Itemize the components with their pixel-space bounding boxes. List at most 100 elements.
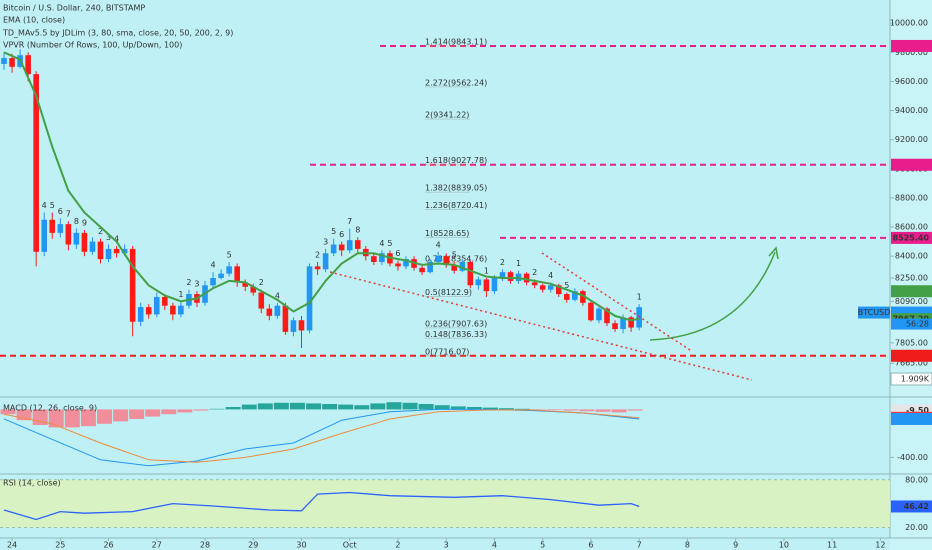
y-tick-label: 9200.00 <box>895 135 928 144</box>
candle-body <box>290 320 297 332</box>
td-count: 9 <box>82 218 87 227</box>
volume-badge <box>890 372 932 386</box>
td-count: 2 <box>186 278 191 287</box>
x-tick-label: 12 <box>875 541 885 550</box>
candle-body <box>588 302 594 321</box>
signal-line <box>3 409 640 463</box>
price-badge <box>891 39 932 52</box>
candle-body <box>555 285 562 295</box>
x-tick-label: 4 <box>492 541 497 550</box>
candle-body <box>1 58 7 64</box>
candle-body <box>314 266 321 270</box>
td-count: 2 <box>259 278 264 287</box>
candle-body <box>322 253 329 270</box>
fib-label: 1(8528.65) <box>425 229 469 238</box>
rsi-band <box>0 479 890 528</box>
candle-body <box>628 317 634 328</box>
candle-body <box>298 320 305 331</box>
x-tick-label: Oct <box>343 541 357 550</box>
rsi-title: RSI (14, close) <box>3 479 61 488</box>
macd-histogram <box>611 409 627 413</box>
macd-histogram <box>402 402 418 410</box>
candle-body <box>81 232 88 252</box>
fib-label: 1.382(8839.05) <box>425 184 487 193</box>
macd-histogram <box>64 409 80 428</box>
candle-body <box>162 296 168 306</box>
candle-body <box>250 286 257 293</box>
candle-body <box>475 279 482 286</box>
candle-body <box>507 272 514 281</box>
macd-histogram <box>48 409 64 428</box>
macd-histogram <box>0 409 16 415</box>
x-tick-label: 5 <box>540 541 545 550</box>
candle-body <box>178 305 184 315</box>
macd-histogram <box>466 407 482 410</box>
candle-body <box>274 305 281 316</box>
candle-body <box>596 308 602 321</box>
td-count: 6 <box>395 249 400 258</box>
candle-body <box>451 264 458 271</box>
td-count: 5 <box>50 201 55 210</box>
candle-body <box>145 307 152 315</box>
x-tick-label: 6 <box>588 541 593 550</box>
candle-body <box>459 261 466 271</box>
macd-histogram <box>322 404 338 410</box>
x-tick-label: 29 <box>248 541 258 550</box>
macd-histogram <box>386 402 402 410</box>
macd-histogram <box>515 408 531 410</box>
projection-arrow <box>649 251 776 341</box>
y-tick-label: 8600.00 <box>895 223 928 232</box>
td-count: 4 <box>275 291 280 300</box>
candle-body <box>170 305 176 315</box>
macd-histogram <box>579 409 595 412</box>
price-badge <box>891 158 932 171</box>
macd-histogram <box>96 409 112 424</box>
macd-histogram <box>225 407 241 410</box>
price-badge <box>891 231 932 244</box>
macd-histogram <box>450 406 466 410</box>
candle-body <box>379 253 385 262</box>
macd-histogram <box>177 409 193 413</box>
x-tick-label: 26 <box>103 541 113 550</box>
x-tick-label: 2 <box>395 541 400 550</box>
candle-body <box>330 244 337 254</box>
td-count: 4 <box>42 201 47 210</box>
candle-body <box>564 294 570 300</box>
td-count: 2 <box>315 250 320 259</box>
candle-body <box>346 240 353 251</box>
x-tick-label: 27 <box>152 541 162 550</box>
macd-histogram <box>434 405 450 410</box>
candle-body <box>612 323 618 329</box>
y-tick-label: 7665.00 <box>895 359 928 368</box>
candle-body <box>523 273 530 283</box>
price-badge-label: 8525.40 <box>893 233 930 242</box>
candle-body <box>97 241 104 260</box>
price-badge-label: 46.42 <box>904 502 929 511</box>
td-count: 4 <box>379 239 384 248</box>
candle-body <box>210 278 216 286</box>
td-count: 1 <box>484 267 489 276</box>
fib-label: 0.5(8122.9) <box>425 288 472 297</box>
candle-body <box>403 259 409 267</box>
macd-histogram <box>113 409 129 422</box>
price-badge <box>891 500 932 513</box>
macd-histogram <box>289 402 305 410</box>
ema-line <box>3 51 640 322</box>
y-tick-label: 9400.00 <box>895 106 928 115</box>
x-tick-label: 25 <box>55 541 65 550</box>
candle-body <box>354 240 361 249</box>
rsi-tick-label: 80.00 <box>905 475 928 484</box>
td-count: 5 <box>452 250 457 259</box>
macd-histogram <box>257 403 273 410</box>
fib-label: 0.236(7907.63) <box>425 319 487 328</box>
macd-histogram <box>145 409 161 417</box>
macd-histogram <box>563 409 579 411</box>
td-count: 6 <box>58 207 63 216</box>
fib-label: 0(7716.07) <box>425 347 469 356</box>
macd-histogram <box>16 409 32 421</box>
macd-histogram <box>547 409 563 410</box>
candle-body <box>371 256 377 262</box>
price-badge-label: -9.50 <box>906 406 929 415</box>
